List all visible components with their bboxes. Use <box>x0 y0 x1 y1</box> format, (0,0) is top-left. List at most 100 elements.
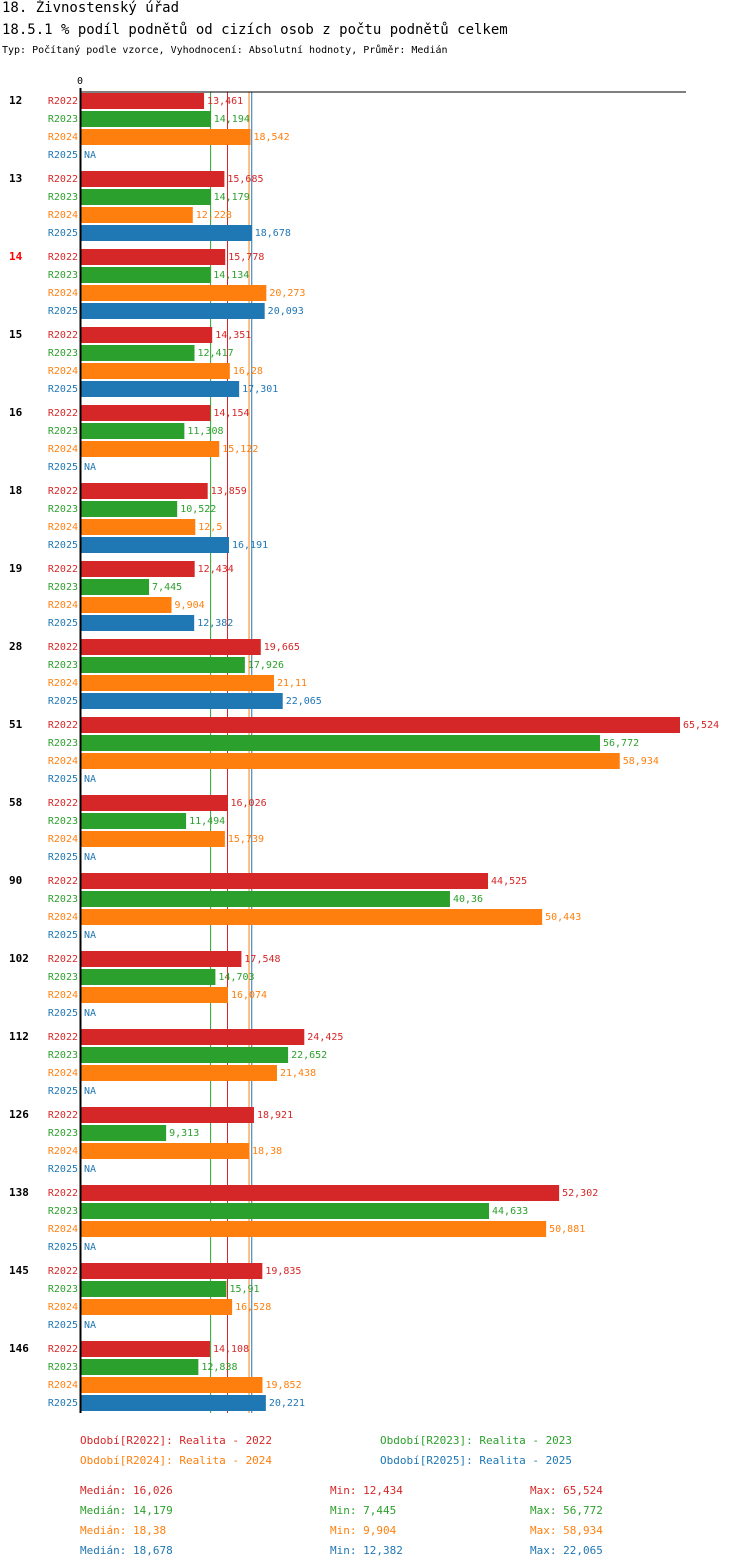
stat-median-r2025: Medián: 18,678 <box>80 1544 173 1557</box>
bar <box>81 753 620 769</box>
series-label: R2024 <box>48 990 78 1001</box>
data-label: 9,904 <box>175 600 205 611</box>
category-label: 102 <box>9 952 29 965</box>
series-label: R2022 <box>48 408 78 419</box>
series-label: R2022 <box>48 1266 78 1277</box>
bar <box>81 405 211 421</box>
stat-min-r2025: Min: 12,382 <box>330 1544 403 1557</box>
bar <box>81 1221 547 1237</box>
bar <box>81 657 245 673</box>
data-label: 18,678 <box>255 228 291 239</box>
series-label: R2025 <box>48 1242 78 1253</box>
series-label: R2022 <box>48 1188 78 1199</box>
bar <box>81 891 450 907</box>
bar <box>81 327 213 343</box>
data-label: 12,417 <box>198 348 234 359</box>
stat-max-r2022: Max: 65,524 <box>530 1484 603 1497</box>
bar <box>81 207 193 223</box>
series-label: R2024 <box>48 444 78 455</box>
category-label: 112 <box>9 1030 29 1043</box>
data-label: 11,494 <box>189 816 225 827</box>
data-label: 9,313 <box>169 1128 199 1139</box>
category-label: 138 <box>9 1186 29 1199</box>
series-label: R2025 <box>48 1008 78 1019</box>
series-label: R2025 <box>48 1086 78 1097</box>
category-label: 58 <box>9 796 22 809</box>
bar <box>81 969 216 985</box>
data-label: 15,122 <box>222 444 258 455</box>
data-label: 12,5 <box>198 522 222 533</box>
legend-entry-r2023: Období[R2023]: Realita - 2023 <box>380 1434 573 1447</box>
series-label: R2022 <box>48 798 78 809</box>
data-label: 50,881 <box>549 1224 585 1235</box>
series-label: R2022 <box>48 1032 78 1043</box>
data-label: 16,528 <box>235 1302 271 1313</box>
series-label: R2024 <box>48 756 78 767</box>
series-label: R2023 <box>48 270 78 281</box>
data-label: 65,524 <box>683 720 719 731</box>
series-label: R2022 <box>48 564 78 575</box>
bar <box>81 561 195 577</box>
bar <box>81 1185 560 1201</box>
series-label: R2022 <box>48 330 78 341</box>
bar <box>81 363 230 379</box>
data-label: 14,154 <box>213 408 249 419</box>
category-label: 18 <box>9 484 22 497</box>
series-label: R2024 <box>48 1224 78 1235</box>
series-label: R2023 <box>48 426 78 437</box>
series-label: R2023 <box>48 582 78 593</box>
bar <box>81 831 225 847</box>
bar <box>81 1395 266 1411</box>
series-label: R2022 <box>48 1110 78 1121</box>
category-label: 16 <box>9 406 23 419</box>
series-label: R2025 <box>48 774 78 785</box>
data-label: 14,179 <box>214 192 250 203</box>
series-label: R2023 <box>48 1206 78 1217</box>
na-label: NA <box>84 852 96 863</box>
data-label: 58,934 <box>623 756 659 767</box>
data-label: 14,703 <box>218 972 254 983</box>
bar <box>81 483 208 499</box>
data-label: 18,38 <box>252 1146 282 1157</box>
category-label: 146 <box>9 1342 29 1355</box>
series-label: R2022 <box>48 486 78 497</box>
series-label: R2024 <box>48 1380 78 1391</box>
series-label: R2022 <box>48 876 78 887</box>
series-label: R2025 <box>48 462 78 473</box>
data-label: 17,926 <box>248 660 284 671</box>
series-label: R2024 <box>48 1068 78 1079</box>
legend-entry-r2025: Období[R2025]: Realita - 2025 <box>380 1454 573 1467</box>
series-label: R2023 <box>48 1362 78 1373</box>
series-label: R2023 <box>48 1050 78 1061</box>
data-label: 11,308 <box>187 426 223 437</box>
data-label: 56,772 <box>603 738 639 749</box>
series-label: R2025 <box>48 306 78 317</box>
data-label: 14,134 <box>213 270 249 281</box>
data-label: 10,522 <box>180 504 216 515</box>
data-label: 44,633 <box>492 1206 528 1217</box>
bar <box>81 639 261 655</box>
category-label: 15 <box>9 328 22 341</box>
data-label: 16,28 <box>233 366 263 377</box>
stat-median-r2022: Medián: 16,026 <box>80 1484 173 1497</box>
bar <box>81 735 600 751</box>
na-label: NA <box>84 1008 96 1019</box>
series-label: R2023 <box>48 894 78 905</box>
bar <box>81 987 228 1003</box>
series-label: R2022 <box>48 252 78 263</box>
series-label: R2024 <box>48 600 78 611</box>
bar <box>81 93 205 109</box>
series-label: R2024 <box>48 132 78 143</box>
category-label: 28 <box>9 640 22 653</box>
series-label: R2022 <box>48 174 78 185</box>
series-label: R2024 <box>48 366 78 377</box>
bar <box>81 813 187 829</box>
bar <box>81 597 172 613</box>
data-label: 50,443 <box>545 912 581 923</box>
data-label: 19,852 <box>265 1380 301 1391</box>
series-label: R2025 <box>48 696 78 707</box>
na-label: NA <box>84 1086 96 1097</box>
category-label: 13 <box>9 172 22 185</box>
bar <box>81 1359 199 1375</box>
